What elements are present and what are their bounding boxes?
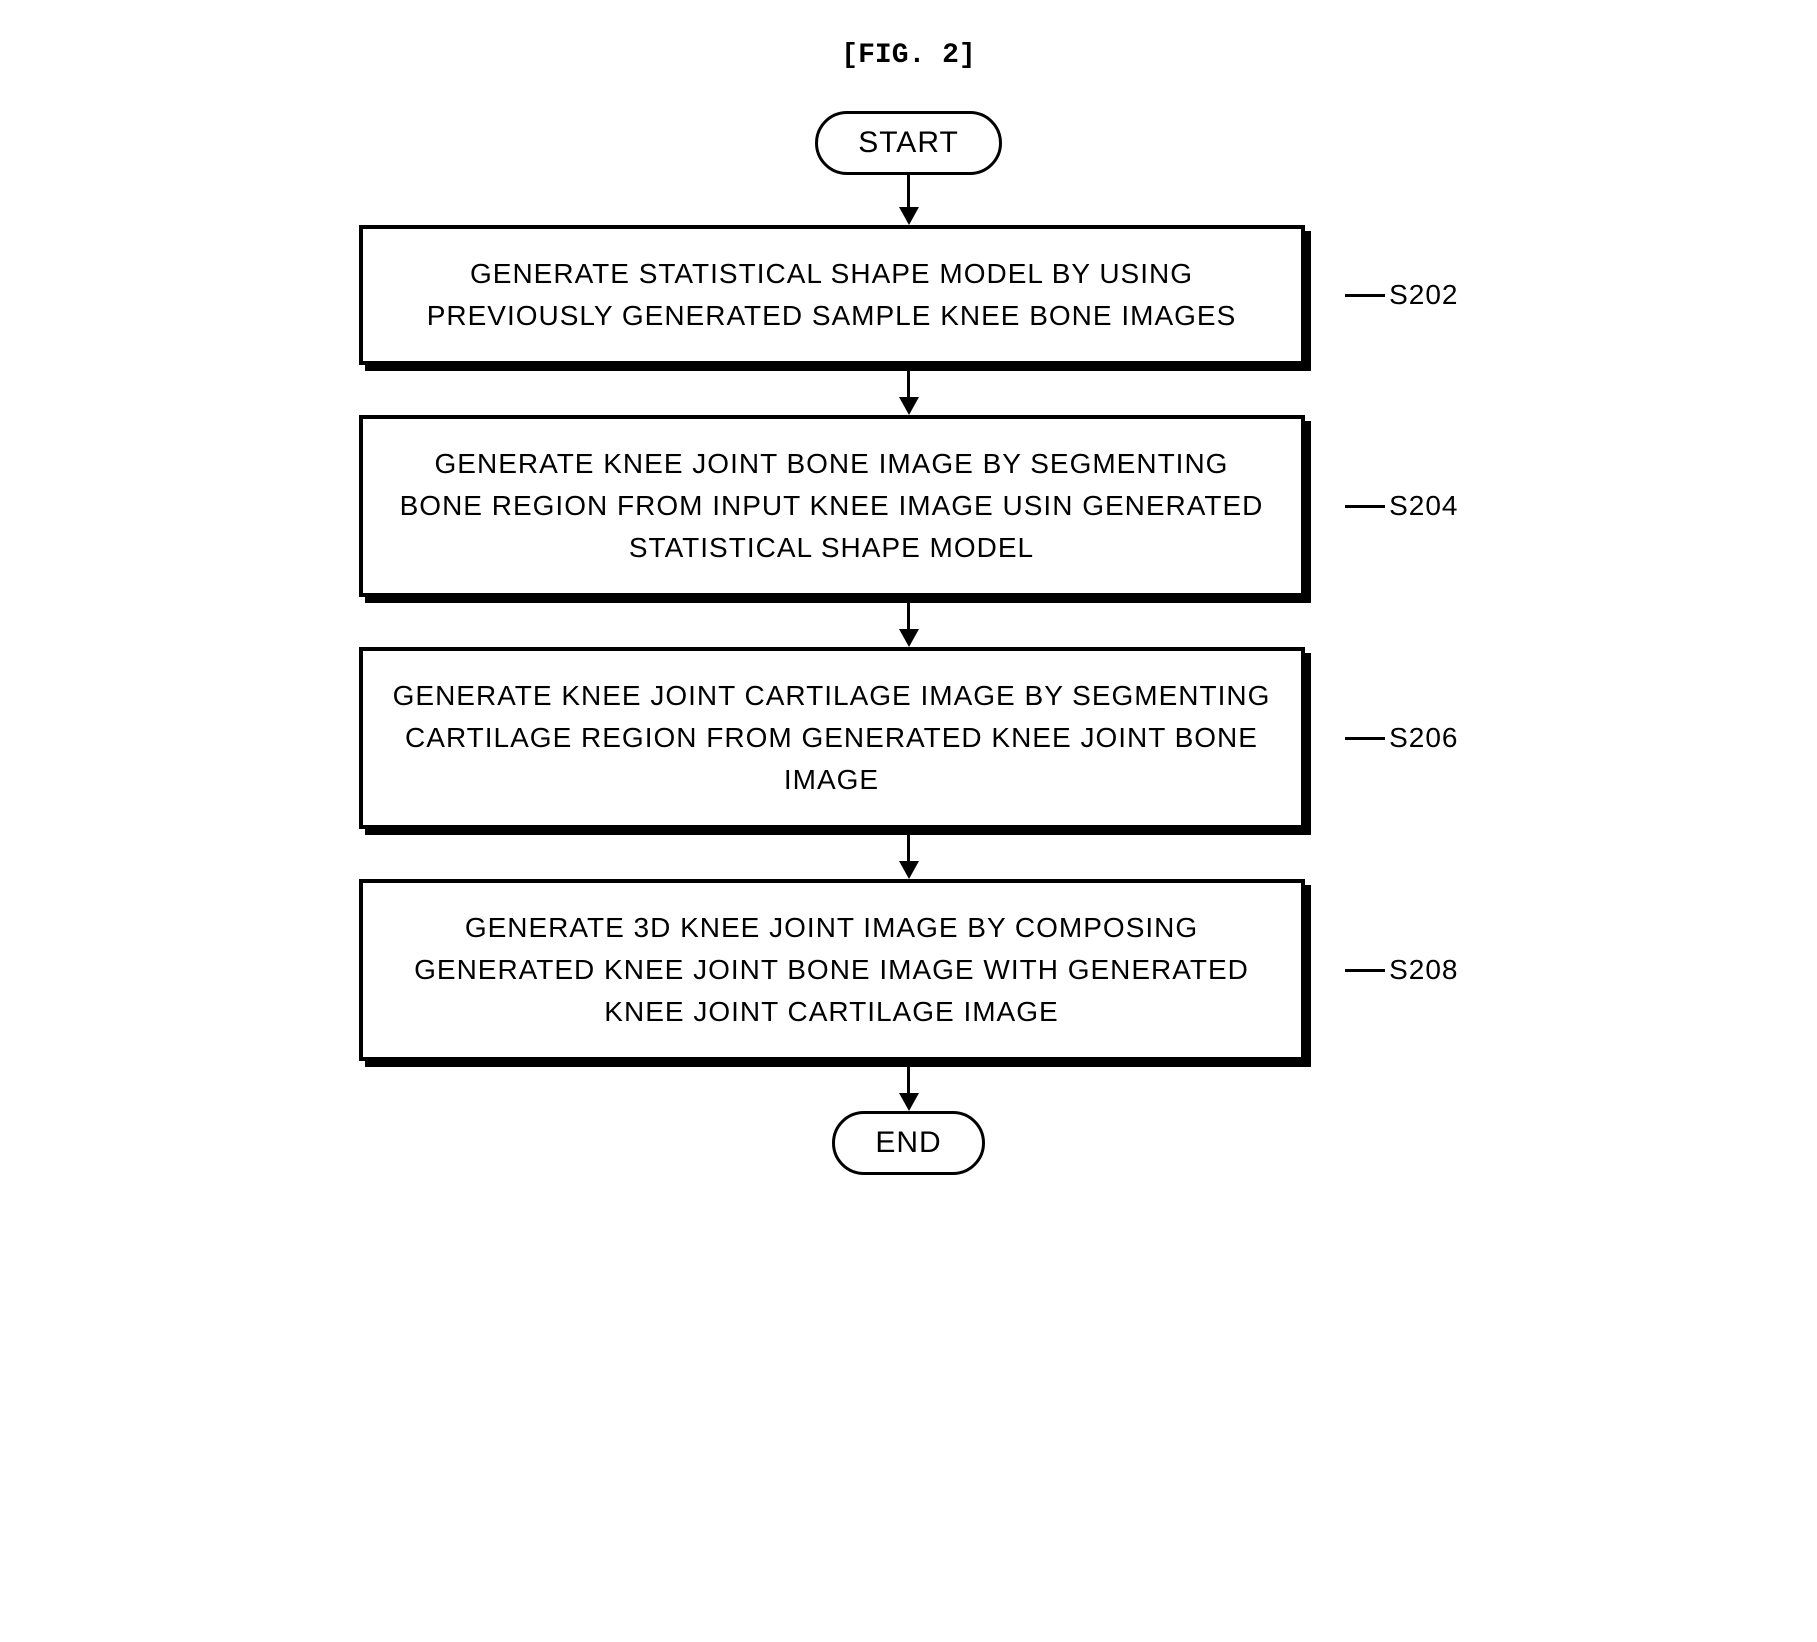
figure-label: [FIG. 2]	[359, 40, 1459, 71]
process-wrapper-s206: GENERATE KNEE JOINT CARTILAGE IMAGE BY S…	[359, 647, 1459, 829]
connector-line	[1345, 505, 1385, 508]
arrow-head-icon	[899, 397, 919, 415]
arrow-head-icon	[899, 861, 919, 879]
process-box-s202: GENERATE STATISTICAL SHAPE MODEL BY USIN…	[359, 225, 1305, 365]
process-wrapper-s204: GENERATE KNEE JOINT BONE IMAGE BY SEGMEN…	[359, 415, 1459, 597]
process-box-s208: GENERATE 3D KNEE JOINT IMAGE BY COMPOSIN…	[359, 879, 1305, 1061]
step-label-wrapper-s202: S202	[1305, 279, 1459, 311]
step-label-s206: S206	[1385, 722, 1458, 754]
arrow-line	[907, 365, 910, 399]
arrow-line	[907, 829, 910, 863]
connector-line	[1345, 294, 1385, 297]
arrow-head-icon	[899, 629, 919, 647]
start-terminal: START	[815, 111, 1002, 175]
flowchart-container: [FIG. 2] START GENERATE STATISTICAL SHAP…	[359, 40, 1459, 1175]
step-label-s204: S204	[1385, 490, 1458, 522]
step-label-s202: S202	[1385, 279, 1458, 311]
process-box-s204: GENERATE KNEE JOINT BONE IMAGE BY SEGMEN…	[359, 415, 1305, 597]
step-label-wrapper-s206: S206	[1305, 722, 1459, 754]
arrow-head-icon	[899, 207, 919, 225]
arrow-line	[907, 597, 910, 631]
arrow-s208-to-end	[899, 1061, 919, 1111]
arrow-line	[907, 175, 910, 209]
arrow-s202-to-s204	[899, 365, 919, 415]
process-box-s206: GENERATE KNEE JOINT CARTILAGE IMAGE BY S…	[359, 647, 1305, 829]
arrow-s204-to-s206	[899, 597, 919, 647]
connector-line	[1345, 969, 1385, 972]
arrow-start-to-s202	[899, 175, 919, 225]
step-label-wrapper-s208: S208	[1305, 954, 1459, 986]
process-wrapper-s208: GENERATE 3D KNEE JOINT IMAGE BY COMPOSIN…	[359, 879, 1459, 1061]
step-label-s208: S208	[1385, 954, 1458, 986]
process-wrapper-s202: GENERATE STATISTICAL SHAPE MODEL BY USIN…	[359, 225, 1459, 365]
connector-line	[1345, 737, 1385, 740]
arrow-s206-to-s208	[899, 829, 919, 879]
arrow-line	[907, 1061, 910, 1095]
flowchart: START GENERATE STATISTICAL SHAPE MODEL B…	[359, 111, 1459, 1175]
step-label-wrapper-s204: S204	[1305, 490, 1459, 522]
arrow-head-icon	[899, 1093, 919, 1111]
end-terminal: END	[832, 1111, 984, 1175]
